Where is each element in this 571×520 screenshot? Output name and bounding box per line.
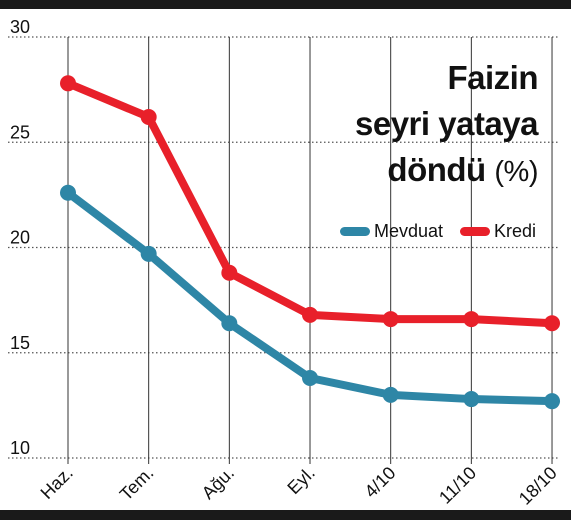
x-tick-label-1: Tem. (116, 463, 158, 505)
chart-title-line-2: seyri yataya (355, 104, 539, 144)
data-point-deposit-0 (60, 184, 76, 201)
x-tick-label-0: Haz. (37, 463, 77, 503)
title-unit: (%) (494, 156, 538, 188)
chart-title-line-1: Faizin (447, 58, 538, 98)
data-point-deposit-2 (221, 315, 238, 332)
data-point-loan-5 (463, 311, 480, 328)
data-point-loan-6 (544, 315, 561, 332)
legend-swatch-loan (460, 226, 490, 236)
legend-item-deposit: Mevduat (340, 219, 443, 243)
legend-label-loan: Kredi (494, 220, 537, 241)
x-tick-label-2: Ağu. (198, 463, 238, 503)
data-point-deposit-1 (140, 245, 157, 262)
y-tick-label-25: 25 (10, 122, 30, 142)
data-point-loan-4 (382, 311, 399, 328)
data-point-loan-0 (60, 75, 76, 92)
data-point-deposit-3 (302, 370, 319, 387)
x-tick-label-5: 11/10 (435, 463, 480, 508)
legend-swatch-deposit (340, 226, 370, 236)
title-line-2: seyri yataya (355, 105, 539, 142)
y-tick-label-15: 15 (10, 333, 30, 353)
legend-item-loan: Kredi (460, 219, 536, 243)
title-line-3: döndü (387, 151, 486, 188)
data-point-loan-2 (221, 264, 238, 281)
y-tick-label-10: 10 (10, 438, 30, 458)
title-line-1: Faizin (447, 59, 538, 96)
y-tick-label-30: 30 (10, 17, 30, 37)
chart-title-line-3: döndü (%) (387, 150, 538, 192)
data-point-deposit-6 (544, 393, 561, 410)
data-point-deposit-5 (463, 391, 480, 408)
data-point-loan-1 (140, 108, 157, 125)
x-tick-label-3: Eyl. (283, 463, 318, 498)
data-point-deposit-4 (382, 386, 399, 403)
top-frame-bar (0, 0, 571, 9)
x-tick-label-6: 18/10 (515, 463, 561, 509)
x-tick-label-4: 4/10 (361, 463, 400, 502)
data-point-loan-3 (302, 306, 319, 323)
bottom-frame-bar (0, 510, 571, 520)
legend-label-deposit: Mevduat (374, 220, 444, 241)
y-tick-label-20: 20 (10, 228, 30, 248)
